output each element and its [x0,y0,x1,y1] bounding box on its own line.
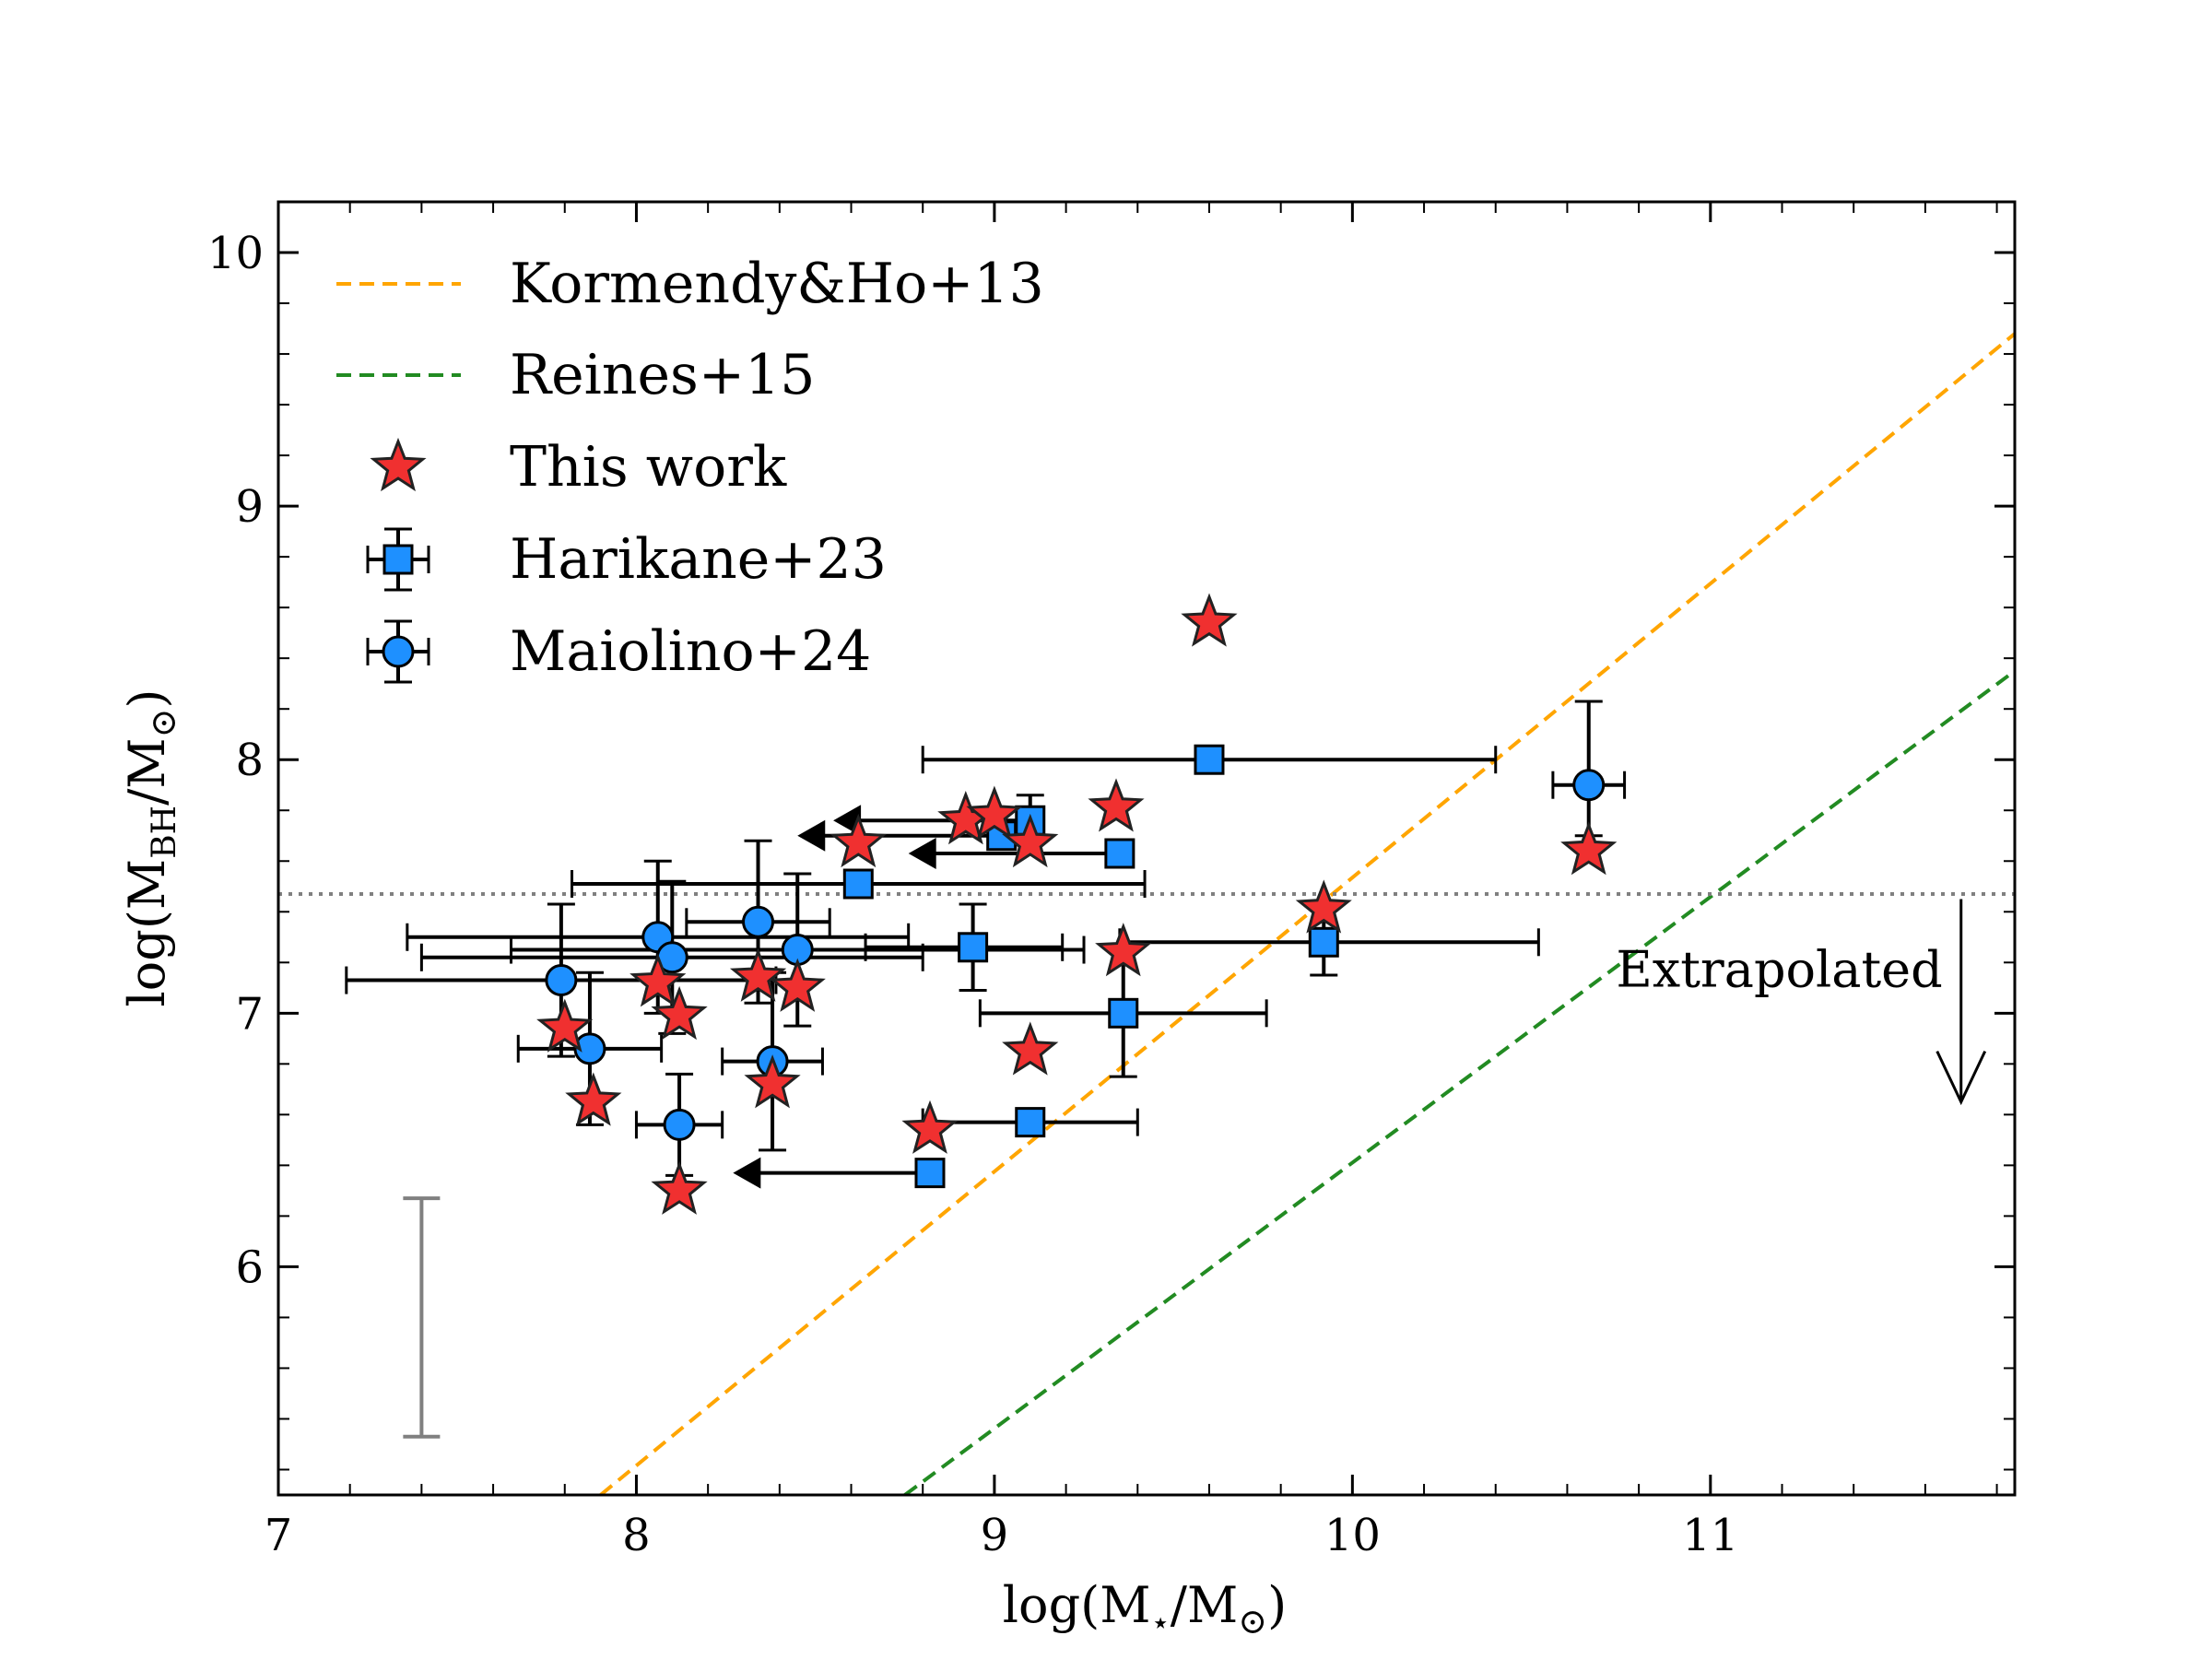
circle-marker [573,1032,606,1065]
square-marker [842,868,874,900]
plot-frame [276,200,2017,1497]
y-tick-label: 7 [235,988,264,1040]
star-marker [629,953,687,1007]
square-marker [914,1158,946,1189]
star-marker [565,1072,622,1126]
data-markers [536,593,1618,1215]
upper-limit-arrowhead [733,1157,761,1189]
square-marker [1194,744,1225,775]
square-marker [1308,926,1339,958]
star-marker [769,958,826,1012]
x-tick-label: 9 [981,1510,1009,1561]
square-marker [958,932,989,963]
y-axis-label: log(MBH/M⊙) [118,689,183,1007]
axis-ticks: 7 8 9 10 11 6 7 8 9 10 [207,201,2015,1561]
circle-marker [663,1108,696,1141]
kormendy-relation-line [599,332,2015,1495]
upper-limit-arrowhead [908,838,936,870]
star-marker [744,1054,801,1109]
star-marker [1560,821,1618,876]
circle-marker [545,964,578,997]
reines-relation-line [903,669,2015,1495]
star-marker [901,1100,959,1154]
star-marker [1002,1021,1059,1076]
star-marker [830,813,887,868]
circle-marker [1572,769,1606,802]
star-marker [651,985,708,1041]
star-marker [966,785,1023,840]
star-marker [1181,593,1238,647]
star-marker [1295,879,1352,934]
circle-marker [382,635,415,668]
square-marker [1104,838,1135,869]
x-axis-label: log(M⋆/M⊙) [1003,1576,1287,1641]
star-marker [729,947,787,1002]
extrapolated-arrow-head [1936,1050,1987,1106]
star-marker [651,1160,708,1215]
star-marker [536,998,594,1053]
x-tick-label: 8 [622,1510,651,1561]
legend-label: Maiolino+24 [510,619,871,684]
y-tick-label: 10 [207,228,264,279]
y-tick-label: 8 [235,735,264,786]
legend-label: Harikane+23 [510,527,887,592]
x-tick-label: 10 [1324,1510,1381,1561]
square-marker [1108,997,1139,1029]
x-tick-label: 11 [1682,1510,1738,1561]
threshold-group: Extrapolated [278,892,2015,1106]
x-tick-label: 7 [265,1510,293,1561]
star-marker [370,437,427,492]
y-tick-label: 6 [235,1241,264,1293]
star-marker [1095,923,1152,977]
upper-limit-arrowhead [797,819,826,852]
square-marker [382,544,414,575]
star-marker [1088,778,1145,832]
square-marker [1015,1107,1046,1138]
typical-error-bar [403,1196,441,1439]
extrapolated-label: Extrapolated [1616,941,1942,999]
legend-label: Reines+15 [510,343,815,407]
legend-label: This work [510,435,787,500]
y-tick-label: 9 [235,481,264,533]
legend-label: Kormendy&Ho+13 [510,252,1044,316]
circle-marker [742,905,775,938]
star-marker [1002,813,1059,868]
relation-lines [599,332,2015,1495]
legend: Kormendy&Ho+13 Reines+15 This work Harikane… [336,252,1044,684]
